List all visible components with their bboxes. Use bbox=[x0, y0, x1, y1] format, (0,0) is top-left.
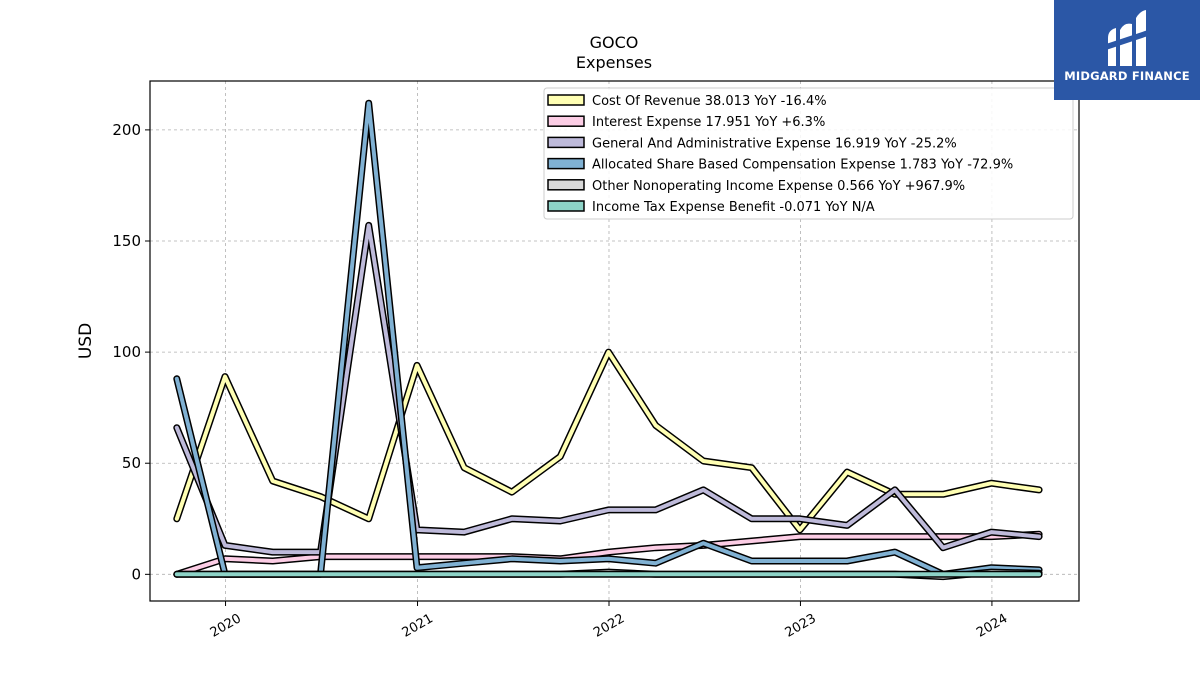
series-outline-general-and-administrative-expense bbox=[173, 221, 1043, 556]
logo-text: MIDGARD FINANCE bbox=[1064, 69, 1190, 83]
legend-swatch bbox=[547, 200, 585, 212]
series-lines bbox=[173, 99, 1043, 581]
y-axis-label: USD bbox=[76, 323, 96, 359]
legend-swatch bbox=[547, 179, 585, 191]
midgard-finance-logo: MIDGARD FINANCE bbox=[1054, 0, 1200, 100]
legend-entry: Income Tax Expense Benefit -0.071 YoY N/… bbox=[592, 200, 875, 215]
legend-swatch bbox=[547, 115, 585, 127]
x-tick-label: 2024 bbox=[974, 611, 1010, 641]
y-axis-ticks: 0 50 100 150 200 bbox=[112, 121, 150, 583]
legend-entry: Interest Expense 17.951 YoY +6.3% bbox=[592, 115, 825, 130]
legend-swatch bbox=[547, 136, 585, 149]
legend-entry: Allocated Share Based Compensation Expen… bbox=[592, 158, 1013, 173]
legend-swatch bbox=[547, 157, 585, 170]
y-tick-label: 150 bbox=[112, 232, 141, 250]
y-tick-label: 200 bbox=[112, 121, 141, 139]
chart-subtitle: Expenses bbox=[576, 53, 652, 72]
y-tick-label: 0 bbox=[131, 565, 141, 583]
legend-entry: Other Nonoperating Income Expense 0.566 … bbox=[592, 179, 965, 194]
y-tick-label: 50 bbox=[122, 454, 141, 472]
x-tick-label: 2022 bbox=[591, 611, 627, 641]
legend-swatch bbox=[547, 94, 585, 106]
legend: Cost Of Revenue 38.013 YoY -16.4% Interes… bbox=[543, 87, 1074, 220]
chart-title: GOCO bbox=[590, 33, 639, 52]
legend-entry: General And Administrative Expense 16.91… bbox=[592, 136, 957, 151]
legend-box bbox=[543, 87, 1074, 220]
midgard-logo-icon bbox=[1106, 10, 1148, 67]
x-tick-label: 2023 bbox=[783, 611, 819, 641]
plot-frame bbox=[149, 80, 1080, 602]
x-tick-label: 2020 bbox=[208, 611, 244, 641]
y-tick-label: 100 bbox=[112, 343, 141, 361]
x-axis-ticks: 2020 2021 2022 2023 2024 bbox=[208, 601, 1010, 641]
x-tick-label: 2021 bbox=[400, 611, 436, 641]
legend-entry: Cost Of Revenue 38.013 YoY -16.4% bbox=[592, 94, 827, 109]
